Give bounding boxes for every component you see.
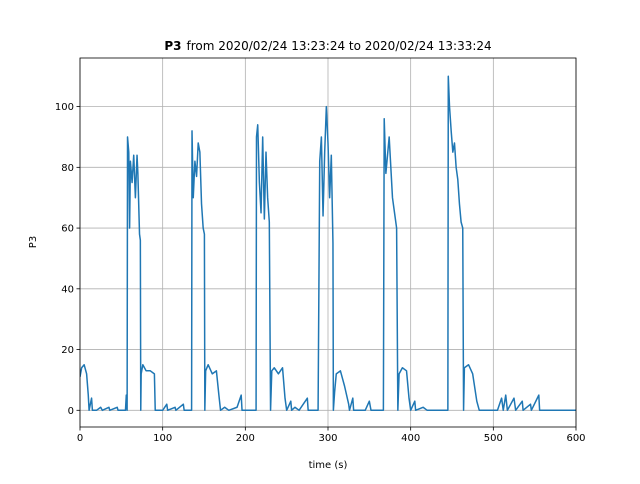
title-bold: P3 [164, 39, 181, 53]
y-tick-label: 100 [55, 102, 74, 113]
x-tick-label: 600 [566, 433, 585, 444]
y-tick-label: 60 [61, 224, 74, 235]
x-tick-label: 100 [153, 433, 172, 444]
y-tick-label: 40 [61, 284, 74, 295]
y-tick-label: 0 [68, 406, 74, 417]
chart-title: P3 from 2020/02/24 13:23:24 to 2020/02/24… [164, 39, 491, 53]
x-tick-label: 400 [401, 433, 420, 444]
y-tick-label: 80 [61, 163, 74, 174]
title-rest: from 2020/02/24 13:23:24 to 2020/02/24 1… [186, 39, 491, 53]
x-axis-label: time (s) [309, 460, 348, 471]
y-axis-label: P3 [28, 236, 39, 248]
y-tick-label: 20 [61, 345, 74, 356]
data-line [80, 75, 576, 412]
x-tick-label: 0 [77, 433, 83, 444]
plot-frame [79, 57, 577, 428]
x-tick-label: 200 [236, 433, 255, 444]
x-tick-label: 500 [484, 433, 503, 444]
x-tick-label: 300 [318, 433, 337, 444]
